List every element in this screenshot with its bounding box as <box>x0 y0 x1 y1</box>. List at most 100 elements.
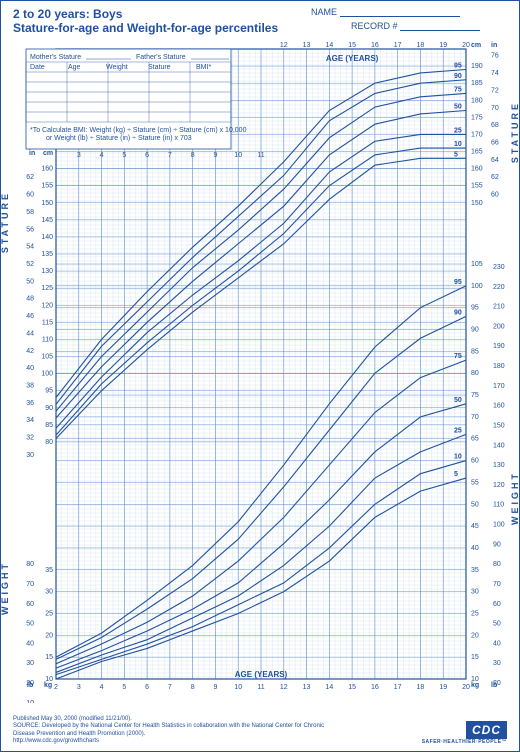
svg-text:210: 210 <box>493 304 505 311</box>
svg-text:70: 70 <box>491 105 499 112</box>
svg-text:155: 155 <box>471 183 483 190</box>
svg-text:8: 8 <box>191 684 195 691</box>
svg-text:2: 2 <box>54 684 58 691</box>
svg-text:160: 160 <box>493 403 505 410</box>
svg-text:95: 95 <box>471 305 479 312</box>
svg-text:70: 70 <box>26 581 34 588</box>
svg-text:15: 15 <box>348 42 356 49</box>
svg-text:120: 120 <box>493 482 505 489</box>
svg-text:20: 20 <box>462 42 470 49</box>
svg-text:50: 50 <box>26 621 34 628</box>
svg-text:50: 50 <box>454 104 462 111</box>
svg-text:52: 52 <box>26 261 34 268</box>
svg-text:155: 155 <box>41 183 53 190</box>
name-label: NAME <box>311 7 337 17</box>
svg-text:30: 30 <box>26 660 34 667</box>
svg-text:or Weight (lb) ÷ Stature (in): or Weight (lb) ÷ Stature (in) ÷ Stature … <box>46 135 192 142</box>
svg-text:56: 56 <box>26 226 34 233</box>
svg-text:14: 14 <box>325 42 333 49</box>
svg-text:4: 4 <box>100 152 104 159</box>
svg-text:30: 30 <box>493 660 501 667</box>
svg-text:38: 38 <box>26 382 34 389</box>
svg-text:15: 15 <box>471 654 479 661</box>
svg-text:165: 165 <box>471 149 483 156</box>
svg-text:3: 3 <box>77 152 81 159</box>
svg-text:230: 230 <box>493 264 505 271</box>
svg-text:62: 62 <box>26 174 34 181</box>
svg-text:4: 4 <box>100 684 104 691</box>
svg-text:20: 20 <box>471 632 479 639</box>
svg-text:200: 200 <box>493 323 505 330</box>
svg-text:kg: kg <box>44 682 52 689</box>
svg-text:30: 30 <box>471 589 479 596</box>
svg-text:5: 5 <box>122 152 126 159</box>
svg-text:11: 11 <box>257 152 264 159</box>
svg-text:150: 150 <box>41 200 53 207</box>
svg-text:35: 35 <box>45 567 53 574</box>
svg-text:16: 16 <box>371 42 379 49</box>
svg-text:20: 20 <box>45 632 53 639</box>
svg-text:10: 10 <box>454 454 462 461</box>
svg-text:7: 7 <box>168 152 172 159</box>
svg-text:50: 50 <box>26 278 34 285</box>
svg-text:120: 120 <box>41 302 53 309</box>
svg-text:54: 54 <box>26 244 34 251</box>
svg-text:18: 18 <box>417 42 425 49</box>
record-underline[interactable] <box>400 21 480 31</box>
weight-label-right: WEIGHT <box>510 471 520 525</box>
svg-text:9: 9 <box>213 152 217 159</box>
svg-text:40: 40 <box>26 365 34 372</box>
svg-text:125: 125 <box>41 285 53 292</box>
svg-text:160: 160 <box>41 166 53 173</box>
svg-text:160: 160 <box>471 166 483 173</box>
svg-text:34: 34 <box>26 417 34 424</box>
svg-text:135: 135 <box>41 251 53 258</box>
svg-text:10: 10 <box>234 152 242 159</box>
svg-text:60: 60 <box>491 192 499 199</box>
svg-text:140: 140 <box>41 234 53 241</box>
svg-text:35: 35 <box>471 567 479 574</box>
svg-text:in: in <box>491 42 497 49</box>
svg-text:72: 72 <box>491 87 499 94</box>
svg-text:40: 40 <box>26 640 34 647</box>
svg-text:25: 25 <box>45 610 53 617</box>
svg-text:6: 6 <box>145 152 149 159</box>
name-underline[interactable] <box>340 7 460 17</box>
svg-text:170: 170 <box>493 383 505 390</box>
svg-text:46: 46 <box>26 313 34 320</box>
svg-text:18: 18 <box>417 684 425 691</box>
svg-text:130: 130 <box>493 462 505 469</box>
svg-text:12: 12 <box>280 42 288 49</box>
svg-text:19: 19 <box>439 684 447 691</box>
svg-text:5: 5 <box>454 151 458 158</box>
svg-text:80: 80 <box>45 439 53 446</box>
svg-text:14: 14 <box>325 684 333 691</box>
svg-text:66: 66 <box>491 139 499 146</box>
svg-text:30: 30 <box>26 452 34 459</box>
svg-text:110: 110 <box>493 502 504 509</box>
svg-text:AGE (YEARS): AGE (YEARS) <box>326 54 379 63</box>
svg-text:Age: Age <box>68 64 81 71</box>
svg-text:Date: Date <box>30 64 45 71</box>
svg-text:13: 13 <box>303 42 311 49</box>
svg-text:110: 110 <box>42 336 53 343</box>
svg-text:40: 40 <box>493 640 501 647</box>
svg-text:10: 10 <box>471 676 479 683</box>
svg-text:80: 80 <box>471 370 479 377</box>
svg-text:85: 85 <box>471 348 479 355</box>
svg-text:42: 42 <box>26 348 34 355</box>
svg-text:AGE (YEARS): AGE (YEARS) <box>235 670 288 679</box>
svg-text:185: 185 <box>471 80 483 87</box>
svg-text:20: 20 <box>462 684 470 691</box>
stature-label-right: STATURE <box>510 101 520 163</box>
svg-text:180: 180 <box>493 363 505 370</box>
svg-text:100: 100 <box>471 283 483 290</box>
svg-text:150: 150 <box>493 422 505 429</box>
svg-text:6: 6 <box>145 684 149 691</box>
svg-text:180: 180 <box>471 97 483 104</box>
cdc-logo-text: CDC <box>466 721 507 739</box>
svg-text:Stature: Stature <box>148 64 171 71</box>
svg-text:Father's Stature: Father's Stature <box>136 54 186 61</box>
svg-text:44: 44 <box>26 330 34 337</box>
growth-chart-page: 2 to 20 years: Boys Stature-for-age and … <box>0 0 520 752</box>
